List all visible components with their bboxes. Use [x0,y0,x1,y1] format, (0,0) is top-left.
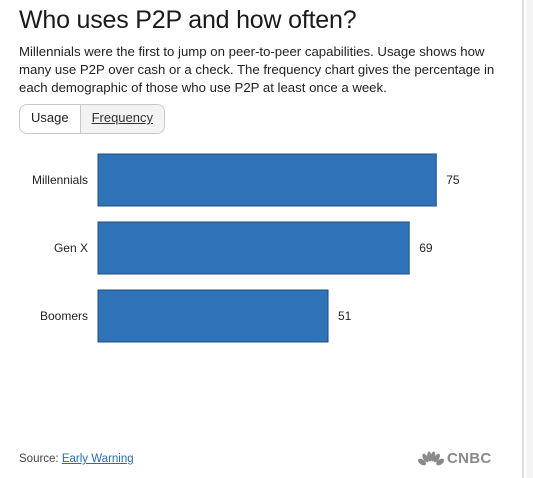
category-label: Boomers [40,309,88,323]
source-link[interactable]: Early Warning [61,453,134,465]
source-line: Source: Early Warning [19,453,134,465]
tab-frequency[interactable]: Frequency [79,105,164,133]
bar[interactable] [97,289,329,343]
chart-subtitle: Millennials were the first to jump on pe… [19,44,495,95]
logo-text: CNBC [447,450,492,467]
scrollbar[interactable] [526,0,533,478]
bar-value-label: 75 [446,173,460,187]
tab-usage[interactable]: Usage [31,110,69,125]
nbc-peacock-icon [418,451,444,465]
bar-value-label: 51 [338,309,352,323]
chart-title: Who uses P2P and how often? [19,6,357,34]
category-label: Millennials [32,173,88,187]
view-tabs: Usage Frequency [19,104,165,134]
source-label: Source: [19,453,59,465]
bar-value-label: 69 [419,241,433,255]
bar[interactable] [97,221,410,275]
bar-chart: Millennials 75 Gen X 69 Boomers 51 [32,153,460,343]
cnbc-logo: CNBC [418,450,492,467]
category-label: Gen X [54,241,88,255]
bar[interactable] [97,153,437,207]
